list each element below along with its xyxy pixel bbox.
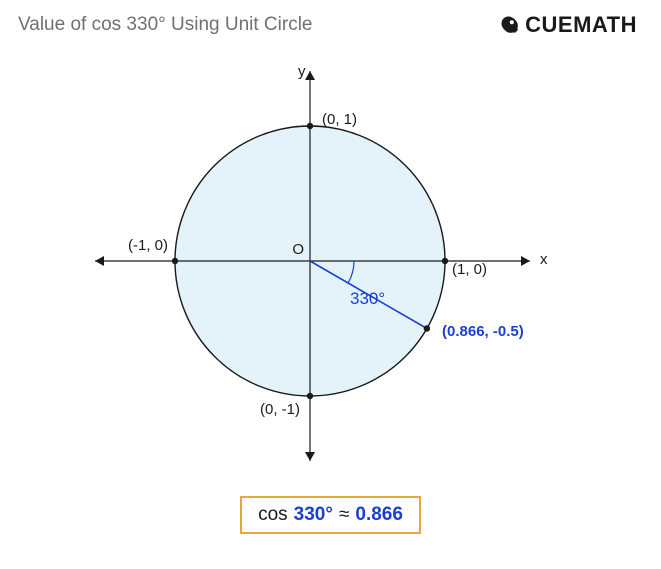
result-box: cos 330° ≈ 0.866 bbox=[240, 496, 421, 534]
brand-logo: CUEMATH bbox=[499, 12, 637, 38]
axis-point bbox=[307, 393, 313, 399]
unit-circle-diagram: x y O 330° (0, 1) (-1, 0) (1, 0) (0, -1) (0.866,… bbox=[0, 46, 661, 486]
result-angle: 330° bbox=[294, 504, 333, 526]
point-label: (1, 0) bbox=[452, 261, 487, 278]
y-axis-label: y bbox=[298, 63, 306, 80]
page-title: Value of cos 330° Using Unit Circle bbox=[18, 14, 313, 36]
point-label: (0, 1) bbox=[322, 111, 357, 128]
angle-label: 330° bbox=[350, 289, 385, 308]
axis-point bbox=[442, 258, 448, 264]
axis-point bbox=[307, 123, 313, 129]
point-label: (-1, 0) bbox=[128, 237, 168, 254]
result-func: cos bbox=[258, 504, 288, 526]
brand-logo-text: CUEMATH bbox=[525, 12, 637, 38]
origin-label: O bbox=[292, 241, 304, 258]
x-axis-label: x bbox=[540, 251, 548, 268]
result-approx: ≈ bbox=[339, 504, 349, 526]
point-label: (0.866, -0.5) bbox=[442, 323, 524, 340]
point-label: (0, -1) bbox=[260, 401, 300, 418]
axis-point bbox=[172, 258, 178, 264]
result-value: 0.866 bbox=[355, 504, 403, 526]
axis-point bbox=[424, 325, 430, 331]
rocket-icon bbox=[499, 14, 521, 36]
